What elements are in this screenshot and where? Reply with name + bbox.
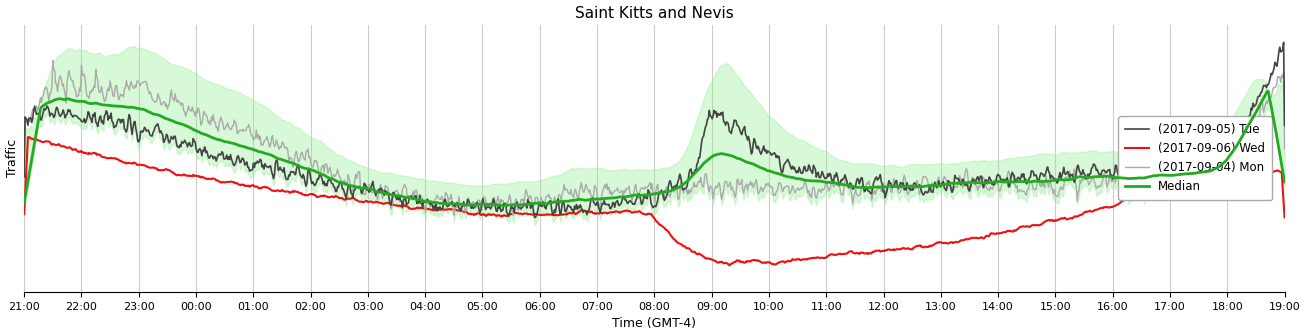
(2017-09-05) Tue <box>16 175 31 179</box>
(2017-09-05) Tue <box>528 215 543 219</box>
X-axis label: Time (GMT-4): Time (GMT-4) <box>613 318 696 330</box>
(2017-09-06) Wed <box>285 189 300 193</box>
(2017-09-06) Wed <box>1277 215 1293 219</box>
(2017-09-04) Mon <box>285 165 300 169</box>
(2017-09-06) Wed <box>21 135 37 139</box>
Median <box>54 97 69 101</box>
Median <box>316 173 332 177</box>
Line: (2017-09-04) Mon: (2017-09-04) Mon <box>24 60 1285 215</box>
(2017-09-05) Tue <box>283 170 299 174</box>
Legend: (2017-09-05) Tue, (2017-09-06) Wed, (2017-09-04) Mon, Median: (2017-09-05) Tue, (2017-09-06) Wed, (201… <box>1118 116 1272 200</box>
(2017-09-05) Tue <box>854 176 870 180</box>
(2017-09-06) Wed <box>721 263 737 267</box>
(2017-09-06) Wed <box>55 144 71 149</box>
(2017-09-04) Mon <box>44 58 60 62</box>
Median <box>16 201 31 205</box>
(2017-09-06) Wed <box>304 192 320 196</box>
(2017-09-05) Tue <box>54 113 69 117</box>
(2017-09-05) Tue <box>1087 162 1102 166</box>
(2017-09-05) Tue <box>1277 124 1293 128</box>
Median <box>303 168 319 172</box>
(2017-09-05) Tue <box>1276 40 1292 44</box>
Median <box>854 185 870 190</box>
(2017-09-06) Wed <box>317 194 333 198</box>
Y-axis label: Traffic: Traffic <box>5 139 18 177</box>
(2017-09-06) Wed <box>855 251 871 255</box>
Median <box>1087 175 1102 179</box>
(2017-09-05) Tue <box>316 179 332 183</box>
(2017-09-04) Mon <box>55 84 71 88</box>
(2017-09-05) Tue <box>303 177 319 181</box>
(2017-09-04) Mon <box>1088 182 1104 186</box>
Median <box>1259 89 1275 93</box>
(2017-09-04) Mon <box>855 184 871 188</box>
Title: Saint Kitts and Nevis: Saint Kitts and Nevis <box>575 6 734 20</box>
Line: (2017-09-06) Wed: (2017-09-06) Wed <box>24 137 1285 265</box>
Median <box>496 204 512 208</box>
Line: Median: Median <box>24 91 1285 206</box>
(2017-09-04) Mon <box>16 174 31 178</box>
Line: (2017-09-05) Tue: (2017-09-05) Tue <box>24 42 1285 217</box>
(2017-09-04) Mon <box>447 213 462 217</box>
(2017-09-06) Wed <box>16 212 31 216</box>
Median <box>1277 180 1293 184</box>
(2017-09-06) Wed <box>1088 208 1104 212</box>
Median <box>283 161 299 165</box>
(2017-09-04) Mon <box>304 165 320 169</box>
(2017-09-04) Mon <box>1277 147 1293 151</box>
(2017-09-04) Mon <box>317 162 333 166</box>
